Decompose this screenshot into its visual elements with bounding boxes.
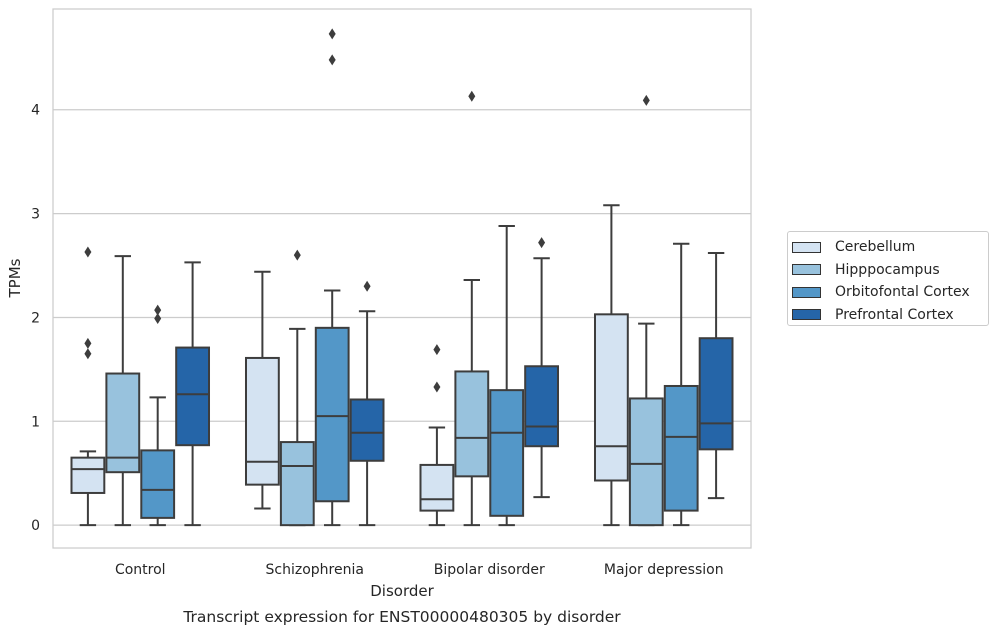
legend-swatch [792, 309, 821, 321]
box-orbitofontal-cortex [140, 304, 176, 527]
box-hipppocampus [279, 249, 315, 527]
box [698, 337, 734, 451]
legend-item: Cerebellum [792, 236, 988, 259]
outlier-point [84, 246, 92, 258]
box-hipppocampus [105, 255, 141, 527]
outlier-point [154, 312, 162, 324]
legend-swatch [792, 286, 821, 298]
y-axis-label: TPMs [6, 258, 24, 298]
box-cerebellum [593, 204, 629, 527]
y-tick-label: 4 [31, 103, 40, 119]
box-prefrontal-cortex [175, 261, 211, 527]
box-prefrontal-cortex [698, 252, 734, 500]
box [279, 441, 315, 527]
legend-label: Cerebellum [835, 239, 916, 256]
legend-item: Prefrontal Cortex [792, 304, 988, 327]
box [314, 326, 350, 503]
chart-title: Transcript expression for ENST0000048030… [182, 608, 621, 626]
outlier-point [433, 381, 441, 393]
box [489, 389, 525, 517]
y-tick-label: 0 [31, 518, 40, 534]
legend-label: Hipppocampus [835, 261, 940, 278]
legend-label: Orbitofontal Cortex [835, 284, 970, 301]
box-orbitofontal-cortex [489, 225, 525, 527]
box-prefrontal-cortex [349, 280, 385, 527]
box-orbitofontal-cortex [314, 28, 350, 527]
box-cerebellum [244, 270, 280, 510]
x-tick-label: Major depression [604, 562, 724, 578]
box-prefrontal-cortex [524, 237, 560, 499]
legend: Cerebellum Hipppocampus Orbitofontal Corte… [787, 231, 989, 326]
outlier-point [433, 344, 441, 356]
outlier-point [154, 304, 162, 316]
box [175, 346, 211, 447]
box-cerebellum [419, 344, 455, 527]
box [628, 397, 664, 527]
x-tick-label: Schizophrenia [266, 562, 364, 578]
box [419, 463, 455, 512]
outlier-point [468, 90, 476, 102]
box [454, 370, 490, 478]
box [524, 365, 560, 448]
outlier-point [642, 94, 650, 106]
box-hipppocampus [628, 94, 664, 527]
x-tick-label: Control [115, 562, 166, 578]
box-orbitofontal-cortex [663, 242, 699, 527]
box [70, 456, 106, 494]
box [593, 313, 629, 482]
outlier-point [293, 249, 301, 261]
y-tick-label: 3 [31, 207, 40, 223]
box [244, 356, 280, 486]
legend-item: Orbitofontal Cortex [792, 281, 988, 304]
outlier-point [538, 237, 546, 249]
outlier-point [328, 28, 336, 40]
box [663, 384, 699, 512]
outlier-point [84, 337, 92, 349]
y-tick-label: 1 [31, 414, 40, 430]
box [105, 372, 141, 474]
legend-swatch [792, 264, 821, 276]
x-axis-label: Disorder [370, 582, 434, 600]
legend-swatch [792, 241, 821, 253]
box [140, 449, 176, 519]
legend-label: Prefrontal Cortex [835, 306, 954, 323]
box [349, 398, 385, 462]
box-hipppocampus [454, 90, 490, 527]
legend-item: Hipppocampus [792, 259, 988, 282]
y-tick-label: 2 [31, 310, 40, 326]
outlier-point [328, 54, 336, 66]
box-cerebellum [70, 246, 106, 527]
outlier-point [84, 348, 92, 360]
outlier-point [363, 280, 371, 292]
x-tick-label: Bipolar disorder [434, 562, 545, 578]
